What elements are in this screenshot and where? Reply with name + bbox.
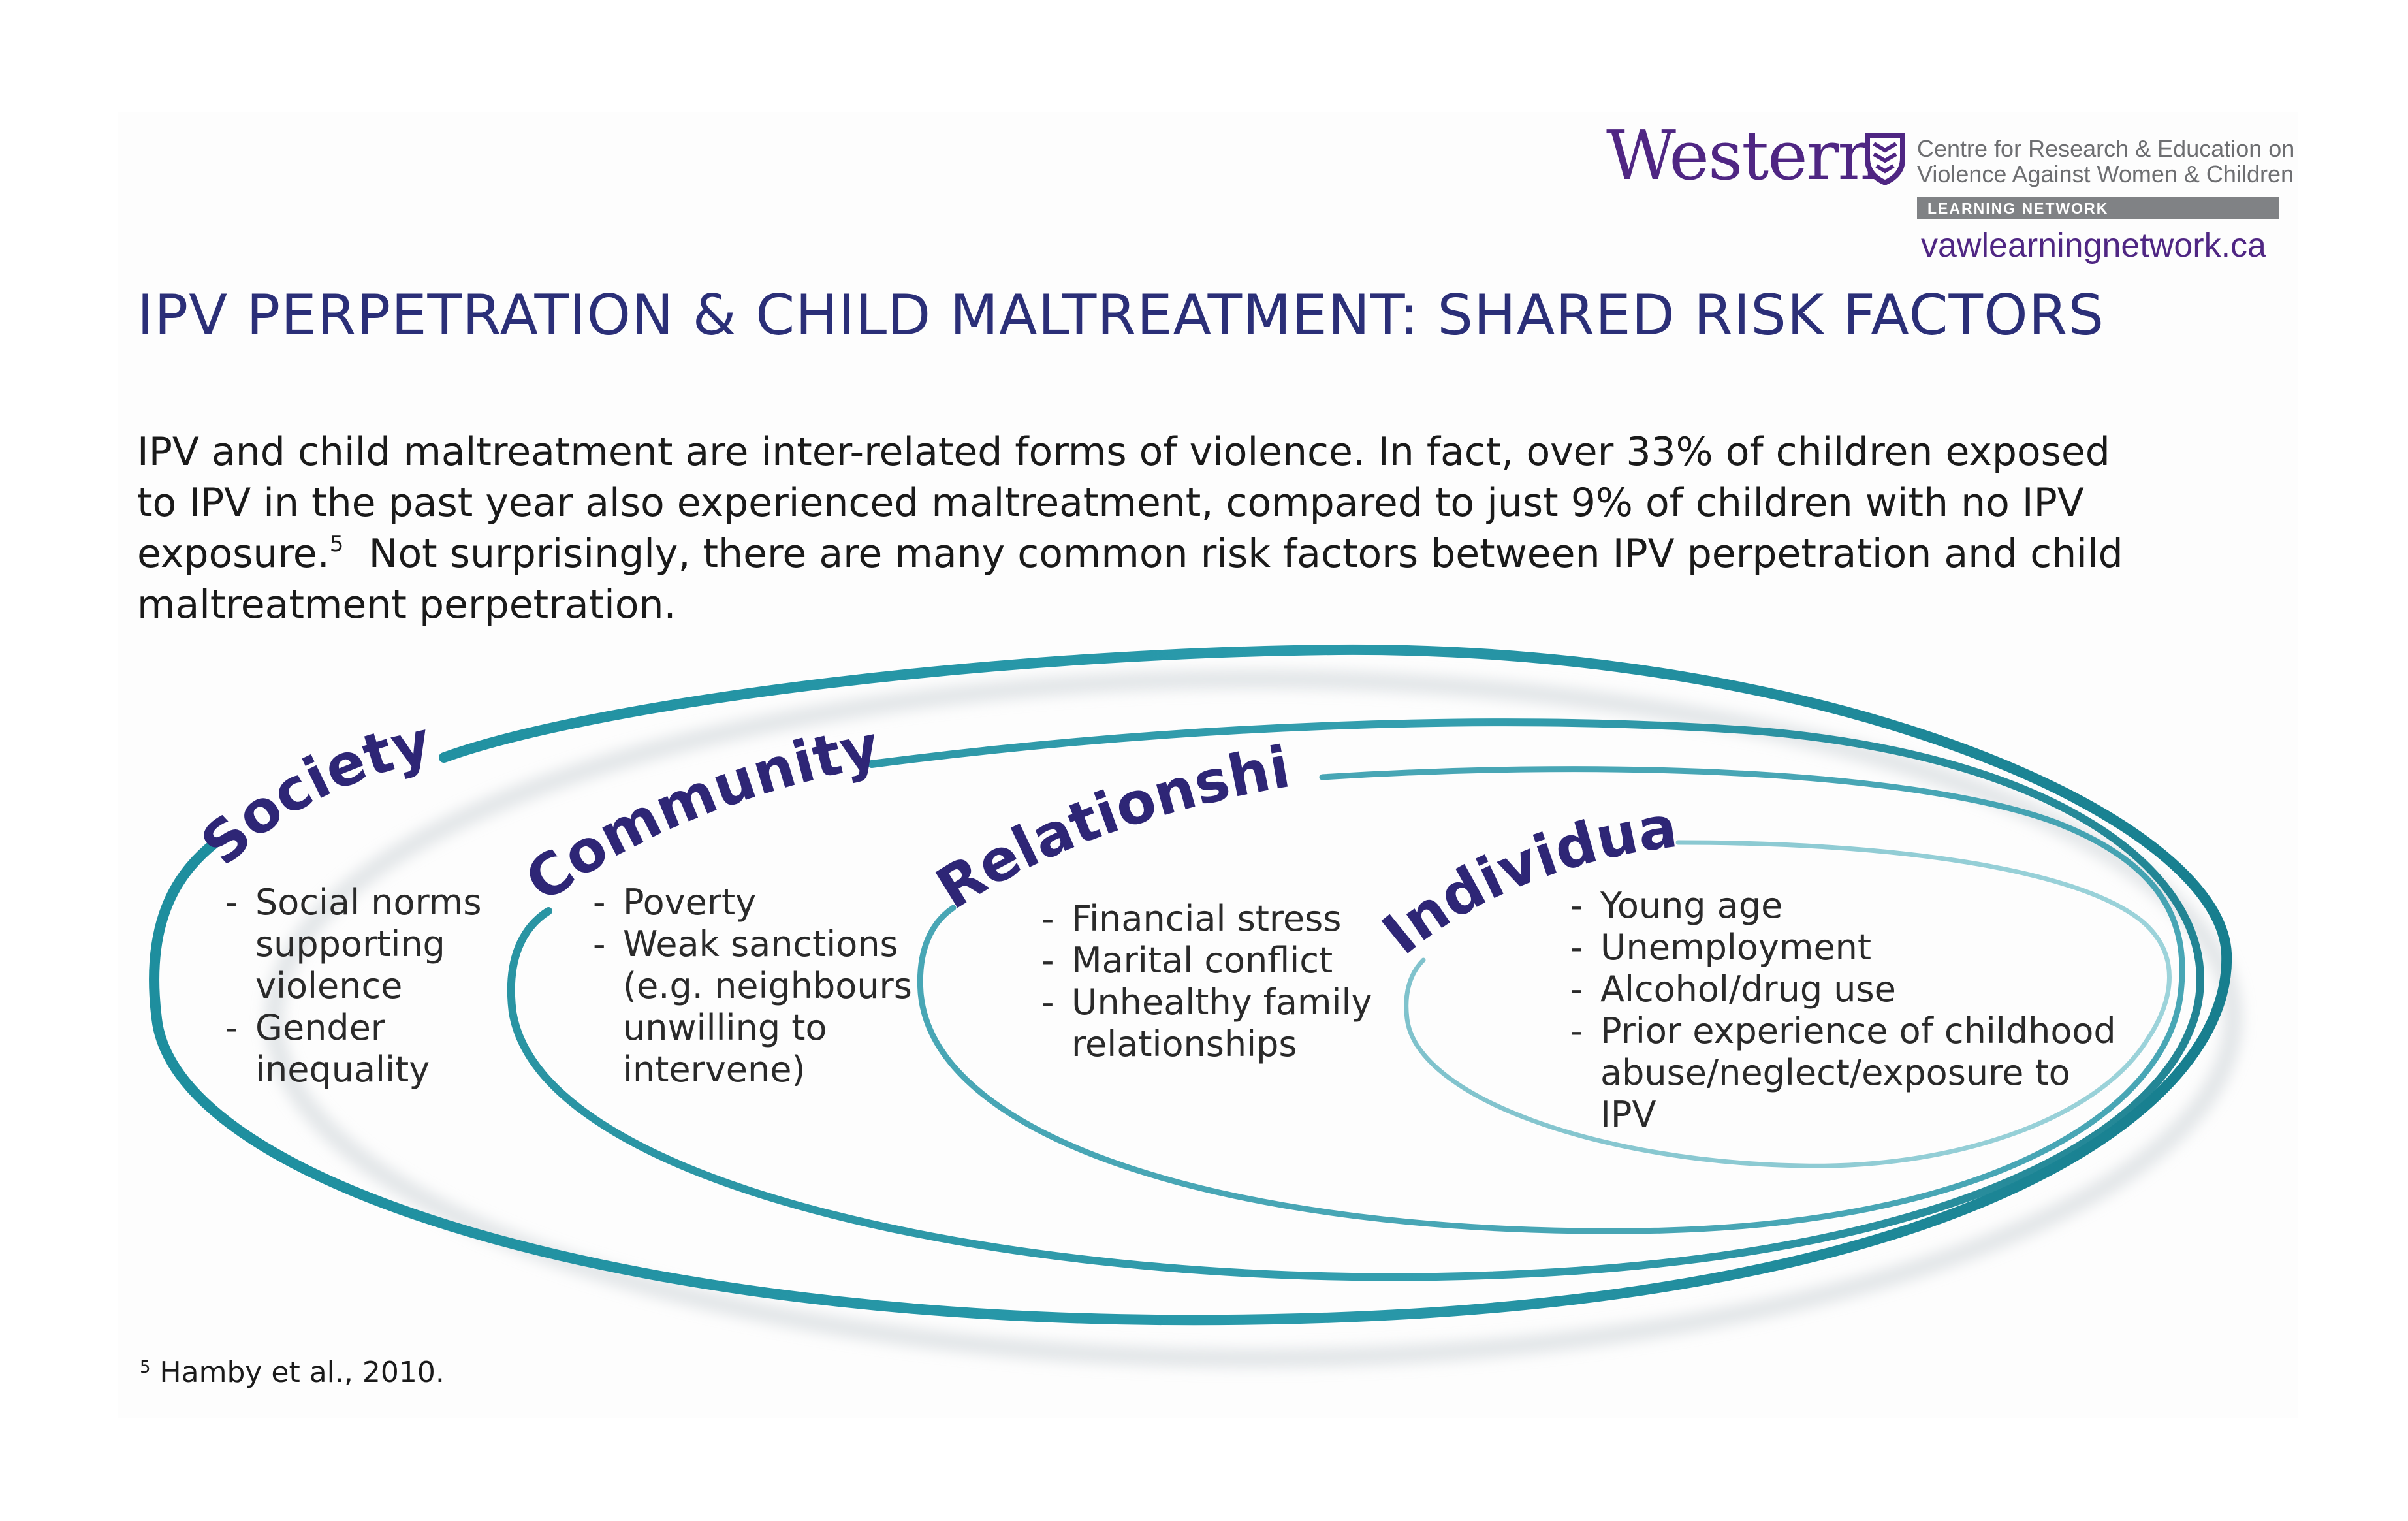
society-ring xyxy=(149,644,2232,1326)
list-item: Financial stress xyxy=(1041,898,1407,940)
intro-text: Not surprisingly, there are many common … xyxy=(343,531,2123,577)
list-item: Poverty xyxy=(593,882,926,923)
list-item: Gender inequality xyxy=(225,1007,499,1091)
western-logo-wordmark[interactable]: Western xyxy=(1606,116,1881,195)
centre-name-line-1: Centre for Research & Education on xyxy=(1917,135,2295,162)
intro-text: exposure. xyxy=(137,531,330,577)
list-item: Unemployment xyxy=(1570,927,2119,969)
website-link[interactable]: vawlearningnetwork.ca xyxy=(1921,227,2266,264)
intro-line: to IPV in the past year also experienced… xyxy=(137,480,2084,526)
list-item: Weak sanctions (e.g. neighbours unwillin… xyxy=(593,923,926,1091)
page-title: IPV PERPETRATION & CHILD MALTREATMENT: S… xyxy=(137,283,2105,348)
footnote-reference[interactable]: 5 xyxy=(329,531,344,557)
intro-line: maltreatment perpetration. xyxy=(137,582,676,628)
list-item: Prior experience of childhood abuse/negl… xyxy=(1570,1010,2119,1136)
list-item: Alcohol/drug use xyxy=(1570,969,2119,1010)
list-item: Marital conflict xyxy=(1041,940,1407,982)
centre-name-line-2: Violence Against Women & Children xyxy=(1917,161,2294,187)
intro-line: exposure.5 Not surprisingly, there are m… xyxy=(137,528,2200,579)
intro-paragraph: IPV and child maltreatment are inter-rel… xyxy=(137,426,2200,630)
footnote-text: Hamby et al., 2010. xyxy=(150,1356,445,1389)
society-factors: Social norms supporting violence Gender … xyxy=(225,882,499,1091)
relationship-factors: Financial stress Marital conflict Unheal… xyxy=(1041,898,1407,1065)
community-ring xyxy=(507,718,2205,1281)
relationship-ring xyxy=(917,766,2185,1234)
list-item: Social norms supporting violence xyxy=(225,882,499,1007)
crest-icon xyxy=(1865,133,1905,185)
list-item: Young age xyxy=(1570,885,2119,927)
learning-network-bar: LEARNING NETWORK xyxy=(1917,197,2279,219)
intro-line: IPV and child maltreatment are inter-rel… xyxy=(137,429,2110,475)
list-item: Unhealthy family relationships xyxy=(1041,982,1407,1065)
individual-factors: Young age Unemployment Alcohol/drug use … xyxy=(1570,885,2119,1136)
community-factors: Poverty Weak sanctions (e.g. neighbours … xyxy=(593,882,926,1091)
footnote: 5 Hamby et al., 2010. xyxy=(140,1358,445,1387)
footnote-marker: 5 xyxy=(140,1358,151,1377)
